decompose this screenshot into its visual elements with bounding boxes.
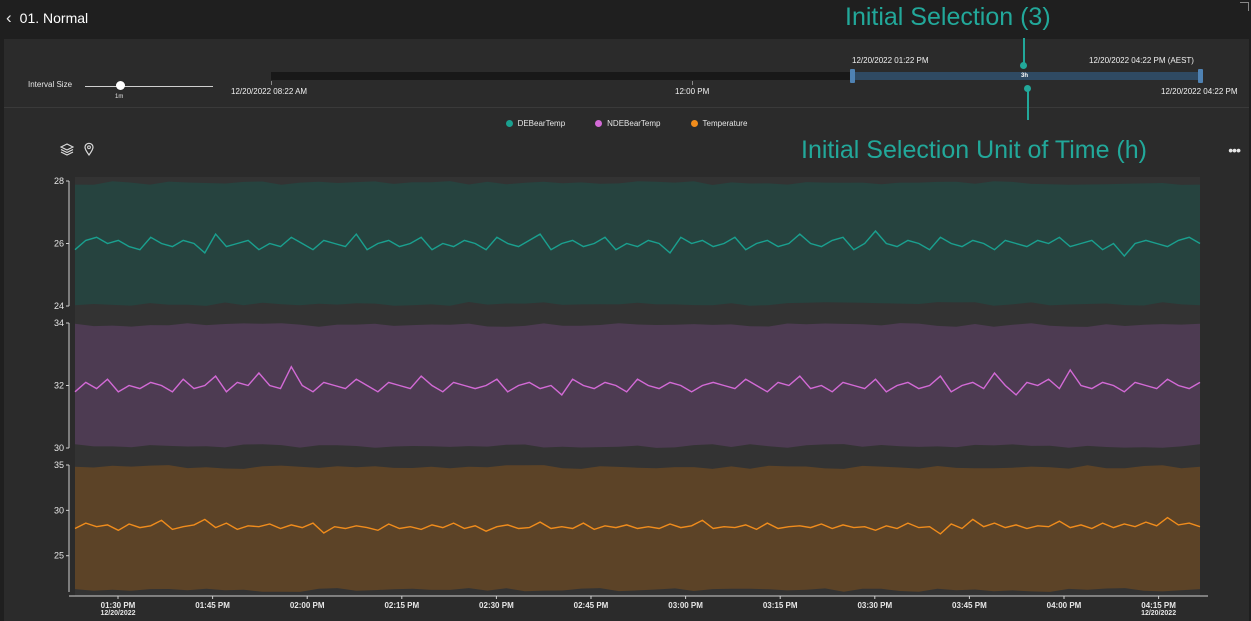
legend-label: Temperature xyxy=(702,119,748,128)
x-tick-label: 03:45 PM xyxy=(952,601,987,610)
chevron-left-icon: ‹ xyxy=(6,8,12,27)
y-tick-label: 26 xyxy=(54,239,64,249)
annotation-dot-bottom xyxy=(1024,85,1031,92)
selection-end-handle[interactable] xyxy=(1198,69,1203,83)
x-tick-label: 02:45 PM xyxy=(574,601,609,610)
legend-label: NDEBearTemp xyxy=(607,119,661,128)
interval-slider-thumb[interactable] xyxy=(116,81,125,90)
range-start-label: 12/20/2022 08:22 AM xyxy=(231,87,308,96)
band-debeartemp xyxy=(75,181,1200,306)
series-line-debeartemp xyxy=(74,229,1201,258)
timeline-tick xyxy=(271,81,272,85)
expand-corner-icon[interactable] xyxy=(1240,2,1249,11)
y-tick-label: 32 xyxy=(54,381,64,391)
interval-size-label: Interval Size xyxy=(28,80,73,89)
x-tick-sublabel: 12/20/2022 xyxy=(100,610,135,617)
y-tick-label: 30 xyxy=(54,443,64,453)
x-tick-sublabel: 12/20/2022 xyxy=(1141,610,1176,617)
interval-slider-value: 1m xyxy=(115,94,124,100)
x-tick-label: 03:00 PM xyxy=(668,601,703,610)
x-tick-label: 02:30 PM xyxy=(479,601,514,610)
map-pin-icon[interactable] xyxy=(82,142,96,157)
y-tick-label: 24 xyxy=(54,301,64,311)
y-tick-label: 25 xyxy=(54,551,64,561)
time-range-selector: Interval Size 1m 3h 12/20/2022 01:22 PM … xyxy=(4,39,1249,108)
annotation-connector-bottom xyxy=(1027,90,1029,120)
top-bar: ‹ 01. Normal xyxy=(0,0,1251,38)
legend-dot xyxy=(505,120,513,127)
chart-legend: DEBearTemp NDEBearTemp Temperature xyxy=(4,119,1249,128)
annotation-dot-top xyxy=(1020,62,1027,69)
y-tick-label: 35 xyxy=(54,460,64,470)
annotation-unit-of-time: Initial Selection Unit of Time (h) xyxy=(801,136,1147,164)
chart-panel: Interval Size 1m 3h 12/20/2022 01:22 PM … xyxy=(4,39,1249,621)
layers-icon[interactable] xyxy=(59,142,75,156)
legend-item-temperature[interactable]: Temperature xyxy=(690,119,748,128)
timeline-tick xyxy=(692,81,693,85)
selection-start-handle[interactable] xyxy=(850,69,855,83)
series-line-ndebeartemp xyxy=(74,365,1201,396)
y-tick-label: 34 xyxy=(54,318,64,328)
series-line-temperature xyxy=(74,516,1201,535)
annotation-connector-top xyxy=(1023,38,1025,63)
x-tick-label: 03:30 PM xyxy=(857,601,892,610)
selection-start-label: 12/20/2022 01:22 PM xyxy=(852,56,929,65)
range-mid-label: 12:00 PM xyxy=(675,87,710,96)
x-tick-label: 03:15 PM xyxy=(763,601,798,610)
range-end-label: 12/20/2022 04:22 PM xyxy=(1161,87,1238,96)
legend-item-ndebeartemp[interactable]: NDEBearTemp xyxy=(595,119,661,128)
x-tick-label: 01:45 PM xyxy=(195,601,230,610)
legend-dot xyxy=(690,120,698,127)
y-tick-label: 28 xyxy=(54,176,64,186)
selection-end-label: 12/20/2022 04:22 PM (AEST) xyxy=(1089,56,1194,65)
legend-item-debeartemp[interactable]: DEBearTemp xyxy=(505,119,566,128)
x-tick-label: 04:15 PM xyxy=(1141,601,1176,610)
timeline-selection[interactable] xyxy=(852,72,1201,80)
annotation-initial-selection: Initial Selection (3) xyxy=(845,3,1051,31)
x-tick-label: 04:00 PM xyxy=(1047,601,1082,610)
page-title: 01. Normal xyxy=(19,9,89,26)
y-tick-label: 30 xyxy=(54,505,64,515)
timeline-track[interactable] xyxy=(271,72,1201,80)
interval-slider-track[interactable] xyxy=(85,86,213,87)
x-tick-label: 02:15 PM xyxy=(384,601,419,610)
x-tick-label: 02:00 PM xyxy=(290,601,325,610)
band-ndebeartemp xyxy=(75,323,1200,448)
more-horizontal-icon[interactable]: ••• xyxy=(1228,142,1241,158)
legend-dot xyxy=(595,120,603,127)
selection-duration-badge: 3h xyxy=(1021,73,1029,79)
x-tick-label: 01:30 PM xyxy=(101,601,136,610)
legend-label: DEBearTemp xyxy=(517,119,566,128)
back-button[interactable]: ‹ 01. Normal xyxy=(6,9,88,26)
